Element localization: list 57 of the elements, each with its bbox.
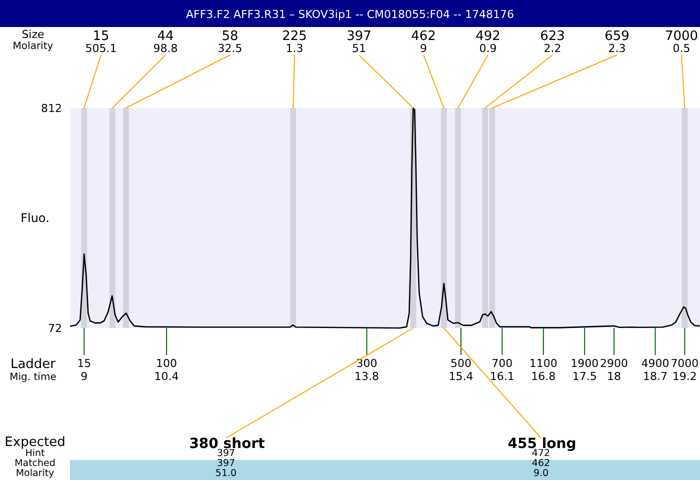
- annotation: 15: [77, 357, 92, 370]
- text: Molarity: [12, 41, 54, 52]
- y-axis-title: Fluo.: [20, 211, 50, 225]
- band-label: 15: [92, 29, 110, 44]
- band-label: 462: [411, 29, 436, 44]
- annotation: 700: [492, 357, 513, 370]
- annotation: 2900: [600, 357, 628, 370]
- y-tick-label: 72: [48, 322, 62, 335]
- band-label: 44: [157, 29, 174, 44]
- annotation: 0.5: [672, 42, 690, 55]
- annotation: 100: [156, 357, 178, 370]
- chart-title: AFF3.F2 AFF3.R31 – SKOV3ip1 -- CM018055:F04 -- 1748176: [186, 8, 514, 21]
- x-tick-label: 16.1: [490, 370, 514, 383]
- annotation: 2.2: [544, 42, 562, 55]
- annotation: 500: [450, 357, 472, 370]
- text: Molarity: [16, 468, 55, 479]
- annotation: 4900: [641, 357, 670, 370]
- annotation: 7000: [670, 357, 699, 370]
- text: Matched: [14, 458, 56, 469]
- y-tick-label: 812: [41, 102, 62, 115]
- x-axis-title: Mig. time: [10, 372, 56, 383]
- text: Expected: [4, 435, 66, 450]
- x-tick-label: 15.4: [448, 370, 474, 383]
- annotation: 1100: [529, 357, 558, 370]
- line-series: [69, 107, 700, 329]
- annotation: 0.9: [479, 42, 497, 55]
- annotation: 505.1: [85, 42, 117, 55]
- band-label: 225: [282, 29, 307, 44]
- text: 9.0: [533, 468, 549, 479]
- text: Ladder: [10, 357, 56, 372]
- annotation: 9: [420, 42, 427, 55]
- annotation: 51: [352, 42, 366, 55]
- annotation: 32.5: [218, 42, 242, 55]
- x-tick-label: 10.4: [154, 370, 179, 383]
- band-label: 623: [540, 29, 565, 44]
- band-label: 659: [604, 29, 630, 44]
- text: 51.0: [215, 468, 237, 479]
- band-label: 7000: [664, 29, 698, 44]
- text: 397: [216, 458, 236, 469]
- x-tick-label: 16.8: [531, 370, 556, 383]
- x-tick-label: 19.2: [672, 370, 697, 383]
- annotation: 300: [356, 357, 378, 370]
- x-tick-label: 18.7: [643, 370, 668, 383]
- x-tick-label: 13.8: [354, 370, 379, 383]
- band-label: 58: [222, 29, 238, 44]
- text: Size: [22, 28, 45, 41]
- x-tick-label: 9: [80, 370, 88, 383]
- annotation: 2.3: [608, 42, 626, 55]
- x-tick-label: 18: [607, 370, 622, 383]
- annotation: 98.8: [153, 42, 178, 55]
- annotation: 1900: [570, 357, 599, 370]
- band-label: 397: [346, 29, 372, 44]
- annotation: 1.3: [286, 42, 304, 55]
- text: Hint: [25, 448, 46, 459]
- band-label: 492: [476, 29, 500, 44]
- text: 462: [532, 458, 550, 469]
- x-tick-label: 17.5: [572, 370, 597, 383]
